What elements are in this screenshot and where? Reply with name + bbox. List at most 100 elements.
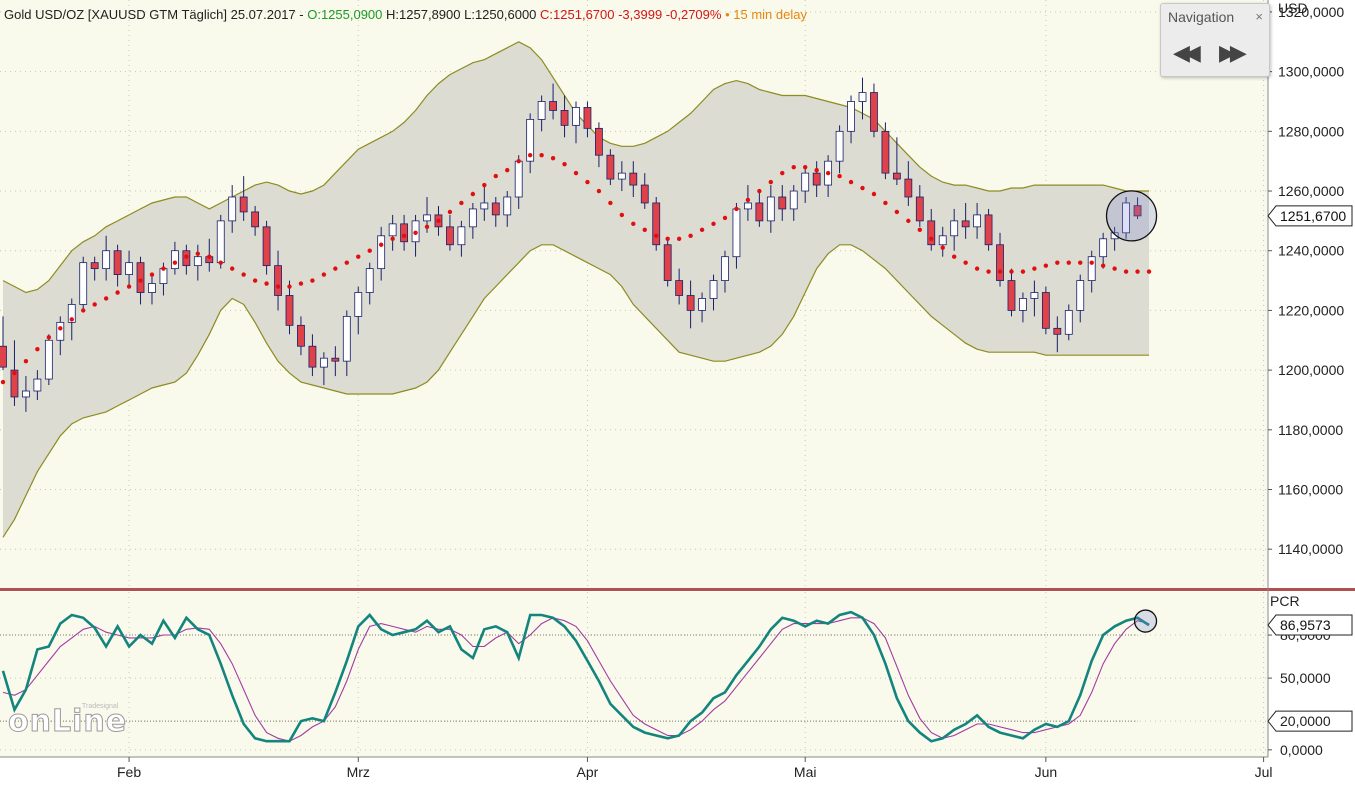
candle bbox=[365, 262, 374, 305]
x-axis-label: Mai bbox=[794, 764, 817, 780]
candle bbox=[1099, 232, 1108, 269]
candle bbox=[778, 185, 787, 221]
ma-dot bbox=[997, 269, 1003, 274]
candle bbox=[251, 205, 260, 236]
candle-body-up bbox=[159, 268, 168, 284]
candle bbox=[938, 226, 947, 257]
online-logo: onLine bbox=[7, 704, 128, 740]
candle bbox=[308, 334, 317, 377]
candle bbox=[881, 122, 890, 180]
price-axis-label: 1260,0000 bbox=[1278, 183, 1344, 199]
candle-body-up bbox=[698, 298, 706, 311]
scroll-back-button[interactable]: ◀◀ bbox=[1173, 40, 1201, 65]
candle-body-down bbox=[549, 101, 557, 111]
chart-header: Gold USD/OZ [XAUUSD GTM Täglich] 25.07.2… bbox=[4, 7, 807, 22]
candle bbox=[675, 268, 684, 305]
close-icon[interactable]: × bbox=[1255, 9, 1263, 24]
candle-body-down bbox=[1053, 327, 1062, 335]
candle bbox=[446, 214, 454, 251]
ma-dot bbox=[516, 158, 521, 164]
scroll-forward-button[interactable]: ▶▶ bbox=[1219, 40, 1247, 65]
candle-body-up bbox=[125, 262, 133, 275]
ma-dot bbox=[298, 281, 304, 286]
candle bbox=[629, 161, 638, 197]
candle bbox=[927, 208, 936, 251]
candle bbox=[744, 185, 752, 221]
ma-dot bbox=[757, 188, 762, 194]
candle-body-down bbox=[0, 345, 7, 368]
candle-body-down bbox=[251, 211, 260, 228]
oscillator-last-value-label: 86,9573 bbox=[1280, 617, 1331, 633]
candle-body-down bbox=[927, 220, 936, 246]
ma-dot bbox=[470, 191, 476, 197]
candle bbox=[847, 95, 855, 144]
last-candle-highlight bbox=[1105, 190, 1158, 242]
price-axis-unit: USD bbox=[1278, 0, 1308, 16]
candle bbox=[961, 202, 970, 239]
candle bbox=[755, 191, 764, 227]
candle bbox=[870, 83, 878, 138]
candle-body-up bbox=[342, 315, 351, 362]
candle bbox=[652, 196, 661, 251]
candle-body-down bbox=[400, 223, 409, 243]
candle-body-up bbox=[193, 256, 202, 267]
candle-body-up bbox=[44, 339, 53, 380]
ma-dot bbox=[619, 212, 625, 218]
candle-body-down bbox=[629, 172, 638, 186]
last-price-tag bbox=[1267, 205, 1353, 227]
ma-dot bbox=[424, 224, 430, 230]
ma-dot bbox=[230, 266, 235, 271]
candle bbox=[79, 256, 88, 311]
price-axis-label: 1320,0000 bbox=[1278, 4, 1344, 20]
ma-dot bbox=[401, 233, 407, 238]
price-axis-label: 1200,0000 bbox=[1278, 362, 1344, 378]
candle bbox=[721, 250, 729, 293]
candle bbox=[572, 101, 580, 144]
price-axis-label: 1240,0000 bbox=[1278, 243, 1344, 259]
ma-dot bbox=[803, 164, 808, 170]
x-axis-label: Feb bbox=[117, 764, 141, 780]
candle-body-up bbox=[468, 208, 477, 228]
ma-dot bbox=[505, 167, 510, 173]
candle bbox=[102, 235, 111, 281]
candle-body-down bbox=[560, 110, 569, 126]
ma-dot bbox=[722, 215, 728, 221]
candle bbox=[388, 214, 397, 251]
ma-dot bbox=[642, 227, 647, 233]
ma-dot bbox=[447, 209, 453, 215]
y-axis-background bbox=[1268, 0, 1355, 784]
candle bbox=[457, 220, 466, 257]
logo-subtitle: Tradesignal bbox=[82, 703, 119, 710]
header-close-change: C:1251,6700 -3,3999 -0,2709% bbox=[540, 7, 722, 22]
candle bbox=[560, 95, 569, 138]
candle bbox=[90, 256, 99, 281]
candle-body-up bbox=[721, 256, 729, 281]
ma-dot bbox=[1146, 269, 1152, 274]
candle bbox=[537, 95, 546, 132]
ma-dot bbox=[745, 197, 751, 203]
candle-body-up bbox=[789, 190, 798, 210]
ma-dot bbox=[459, 200, 464, 206]
oscillator-axis-label: 20,0000 bbox=[1280, 713, 1331, 729]
ma-dot bbox=[493, 173, 498, 179]
candle-body-up bbox=[480, 202, 489, 210]
candle bbox=[698, 292, 706, 323]
candle bbox=[526, 113, 535, 174]
candle bbox=[319, 352, 328, 386]
candle bbox=[583, 101, 592, 138]
candle-body-down bbox=[1133, 205, 1142, 217]
candle-body-down bbox=[308, 345, 317, 368]
candle bbox=[1087, 250, 1096, 293]
candle-body-down bbox=[446, 226, 454, 246]
candle-body-down bbox=[652, 202, 661, 246]
candle-body-up bbox=[457, 226, 466, 246]
candle bbox=[113, 244, 122, 287]
ma-dot bbox=[378, 242, 384, 247]
ma-dot bbox=[12, 370, 17, 376]
candle-body-up bbox=[1110, 232, 1119, 240]
ma-dot bbox=[1123, 269, 1129, 274]
ma-dot bbox=[241, 272, 246, 277]
oscillator-level-tag bbox=[1267, 710, 1353, 732]
candle bbox=[663, 238, 672, 287]
